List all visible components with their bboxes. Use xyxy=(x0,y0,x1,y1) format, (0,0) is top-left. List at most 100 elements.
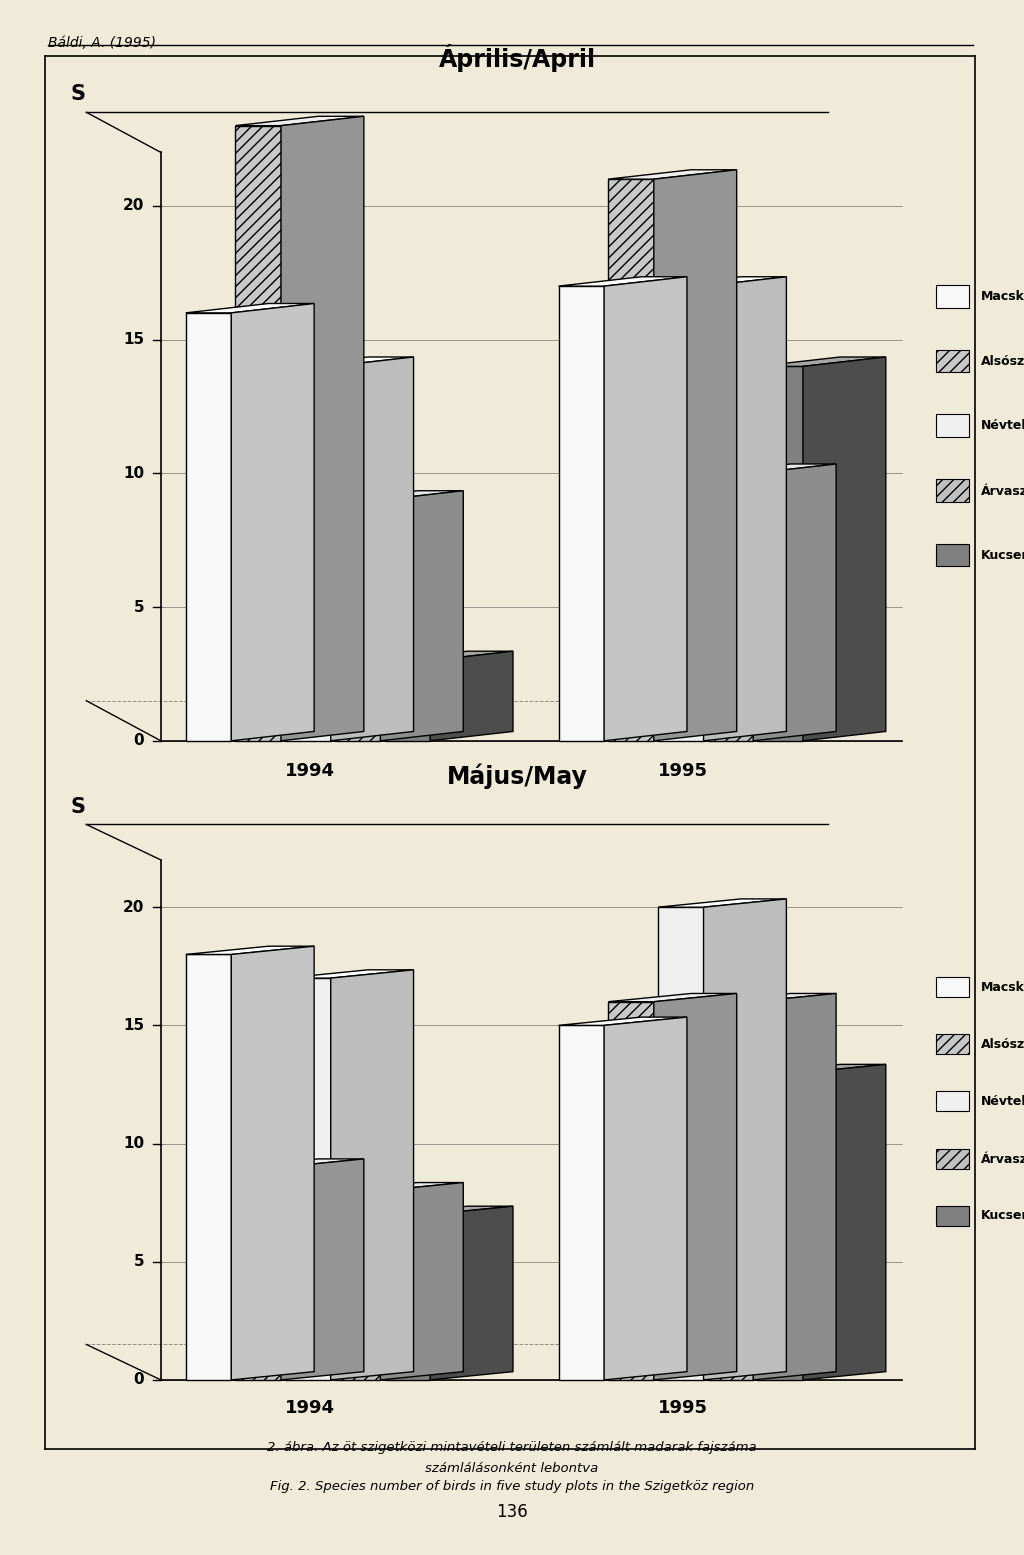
Text: 1994: 1994 xyxy=(285,1400,335,1417)
Polygon shape xyxy=(604,1017,687,1379)
Polygon shape xyxy=(236,1158,364,1168)
Bar xyxy=(236,126,281,740)
Text: Árvasziget: Árvasziget xyxy=(981,484,1024,498)
Polygon shape xyxy=(381,491,463,740)
Bar xyxy=(936,1149,969,1169)
Bar xyxy=(936,350,969,372)
Polygon shape xyxy=(754,994,836,1379)
Bar xyxy=(758,1073,803,1379)
Polygon shape xyxy=(185,945,314,955)
Polygon shape xyxy=(385,1207,513,1214)
Text: Fig. 2. Species number of birds in five study plots in the Szigetköz region: Fig. 2. Species number of birds in five … xyxy=(270,1480,754,1493)
Bar xyxy=(608,179,653,740)
Bar xyxy=(285,367,331,740)
Bar xyxy=(936,977,969,997)
Bar xyxy=(558,286,604,740)
Polygon shape xyxy=(758,1064,886,1073)
Bar xyxy=(936,1092,969,1112)
Text: 1995: 1995 xyxy=(657,1400,708,1417)
Text: S: S xyxy=(71,84,86,104)
Polygon shape xyxy=(803,1064,886,1379)
Polygon shape xyxy=(654,994,736,1379)
Bar xyxy=(558,1025,604,1379)
Text: Kucser: Kucser xyxy=(981,549,1024,561)
Bar xyxy=(936,544,969,566)
Text: Macskasziget: Macskasziget xyxy=(981,289,1024,303)
Text: Báldi, A. (1995): Báldi, A. (1995) xyxy=(48,36,156,50)
Bar xyxy=(335,1191,380,1379)
Text: Kucser: Kucser xyxy=(981,1210,1024,1222)
Polygon shape xyxy=(185,303,314,313)
Bar xyxy=(185,313,231,740)
Text: számlálásonként lebontva: számlálásonként lebontva xyxy=(425,1462,599,1474)
Bar xyxy=(936,1205,969,1225)
Polygon shape xyxy=(430,1207,513,1379)
Polygon shape xyxy=(331,970,414,1379)
Bar xyxy=(758,367,803,740)
Text: 0: 0 xyxy=(134,734,144,748)
Bar xyxy=(658,286,703,740)
Text: Macskasziget: Macskasziget xyxy=(981,981,1024,994)
Text: S: S xyxy=(71,798,86,818)
Polygon shape xyxy=(658,899,786,907)
Polygon shape xyxy=(231,303,314,740)
Polygon shape xyxy=(335,491,463,501)
Text: 5: 5 xyxy=(134,600,144,614)
Polygon shape xyxy=(608,169,736,179)
Text: 15: 15 xyxy=(123,333,144,347)
Text: 5: 5 xyxy=(134,1255,144,1269)
Polygon shape xyxy=(658,277,786,286)
Polygon shape xyxy=(430,652,513,740)
Text: Alsósziget: Alsósziget xyxy=(981,1037,1024,1051)
Bar xyxy=(708,473,754,740)
Bar xyxy=(236,1168,281,1379)
Text: Alsósziget: Alsósziget xyxy=(981,355,1024,367)
Bar xyxy=(936,285,969,308)
Polygon shape xyxy=(558,1017,687,1025)
Polygon shape xyxy=(335,1182,463,1191)
Text: 2. ábra. Az öt szigetközi mintavételi területen számlált madarak fajszáma: 2. ábra. Az öt szigetközi mintavételi te… xyxy=(267,1441,757,1454)
Polygon shape xyxy=(708,994,836,1001)
Polygon shape xyxy=(236,117,364,126)
Text: 10: 10 xyxy=(123,1137,144,1151)
Bar xyxy=(335,501,380,740)
Polygon shape xyxy=(703,899,786,1379)
Polygon shape xyxy=(703,277,786,740)
Bar xyxy=(936,479,969,502)
Text: 20: 20 xyxy=(123,199,144,213)
Polygon shape xyxy=(803,358,886,740)
Polygon shape xyxy=(654,169,736,740)
Bar xyxy=(385,661,430,740)
Polygon shape xyxy=(381,1182,463,1379)
Bar xyxy=(936,1034,969,1054)
Polygon shape xyxy=(331,358,414,740)
Text: 1995: 1995 xyxy=(657,762,708,781)
Polygon shape xyxy=(231,945,314,1379)
Bar xyxy=(385,1214,430,1379)
Text: Árvasziget: Árvasziget xyxy=(981,1151,1024,1166)
Polygon shape xyxy=(558,277,687,286)
Bar xyxy=(185,955,231,1379)
Bar xyxy=(708,1001,754,1379)
Bar xyxy=(936,414,969,437)
Text: Névtelen: Névtelen xyxy=(981,420,1024,432)
Text: 10: 10 xyxy=(123,466,144,480)
Text: Május/May: Május/May xyxy=(446,764,588,788)
Text: 15: 15 xyxy=(123,1019,144,1033)
Polygon shape xyxy=(281,1158,364,1379)
Text: Április/April: Április/April xyxy=(438,44,596,72)
Bar xyxy=(658,907,703,1379)
Text: 1994: 1994 xyxy=(285,762,335,781)
Text: 136: 136 xyxy=(496,1502,528,1521)
Polygon shape xyxy=(604,277,687,740)
Polygon shape xyxy=(285,970,414,978)
Polygon shape xyxy=(708,463,836,473)
Polygon shape xyxy=(385,652,513,661)
Text: 0: 0 xyxy=(134,1373,144,1387)
Polygon shape xyxy=(285,358,414,367)
Polygon shape xyxy=(608,994,736,1001)
Text: 20: 20 xyxy=(123,900,144,914)
Polygon shape xyxy=(281,117,364,740)
Text: Névtelen: Névtelen xyxy=(981,1095,1024,1109)
Polygon shape xyxy=(754,463,836,740)
